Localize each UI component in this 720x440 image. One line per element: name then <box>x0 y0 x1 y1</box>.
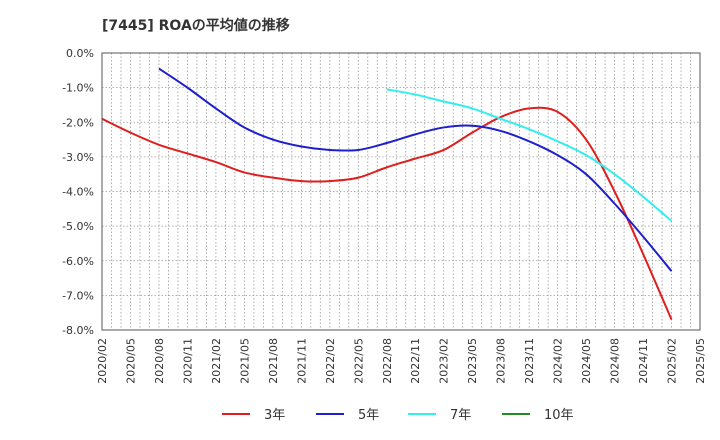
x-tick-label: 2023/08 <box>495 338 508 384</box>
grid <box>102 52 700 331</box>
y-axis-ticks: 0.0% -1.0% -2.0% -3.0% -4.0% -5.0% -6.0% -7.0% -… <box>62 47 94 337</box>
legend-label-2: 5年 <box>358 408 379 423</box>
x-tick-label: 2022/08 <box>381 338 394 384</box>
series-line-3 <box>386 88 673 222</box>
legend-label-4: 10年 <box>544 408 574 423</box>
x-tick-label: 2020/08 <box>153 338 166 384</box>
plot-frame <box>101 52 701 331</box>
y-tick-label: -6.0% <box>62 255 94 268</box>
x-tick-label: 2021/11 <box>295 338 308 384</box>
y-tick-label: -3.0% <box>62 151 94 164</box>
x-tick-label: 2021/02 <box>210 338 223 384</box>
y-tick-label: -7.0% <box>62 289 94 302</box>
x-tick-label: 2024/02 <box>552 338 565 384</box>
x-tick-label: 2024/08 <box>609 338 622 384</box>
series-line-2 <box>158 67 673 272</box>
legend: 3年 5年 7年 10年 <box>222 408 574 423</box>
x-axis-ticks: 2020/02 2020/05 2020/08 2020/11 2021/02 2021/… <box>96 338 707 384</box>
x-tick-label: 2020/05 <box>124 338 137 384</box>
x-tick-label: 2025/05 <box>694 338 707 384</box>
y-tick-label: -5.0% <box>62 220 94 233</box>
x-tick-label: 2021/08 <box>267 338 280 384</box>
x-tick-label: 2022/05 <box>352 338 365 384</box>
x-tick-label: 2022/02 <box>324 338 337 384</box>
x-tick-label: 2023/05 <box>466 338 479 384</box>
x-tick-label: 2024/11 <box>637 338 650 384</box>
y-tick-label: -4.0% <box>62 186 94 199</box>
x-tick-label: 2023/02 <box>438 338 451 384</box>
chart-title: [7445] ROAの平均値の推移 <box>102 17 290 34</box>
x-tick-label: 2023/11 <box>523 338 536 384</box>
y-tick-label: -8.0% <box>62 324 94 337</box>
x-tick-label: 2025/02 <box>666 338 679 384</box>
x-tick-label: 2024/05 <box>580 338 593 384</box>
series-line-1 <box>101 106 673 321</box>
series-lines <box>101 67 673 321</box>
x-tick-label: 2020/11 <box>181 338 194 384</box>
y-tick-label: -1.0% <box>62 82 94 95</box>
y-tick-label: 0.0% <box>66 47 94 60</box>
legend-label-3: 7年 <box>450 408 471 423</box>
y-tick-label: -2.0% <box>62 116 94 129</box>
legend-label-1: 3年 <box>264 408 285 423</box>
x-tick-label: 2022/11 <box>409 338 422 384</box>
x-tick-label: 2021/05 <box>238 338 251 384</box>
x-tick-label: 2020/02 <box>96 338 109 384</box>
